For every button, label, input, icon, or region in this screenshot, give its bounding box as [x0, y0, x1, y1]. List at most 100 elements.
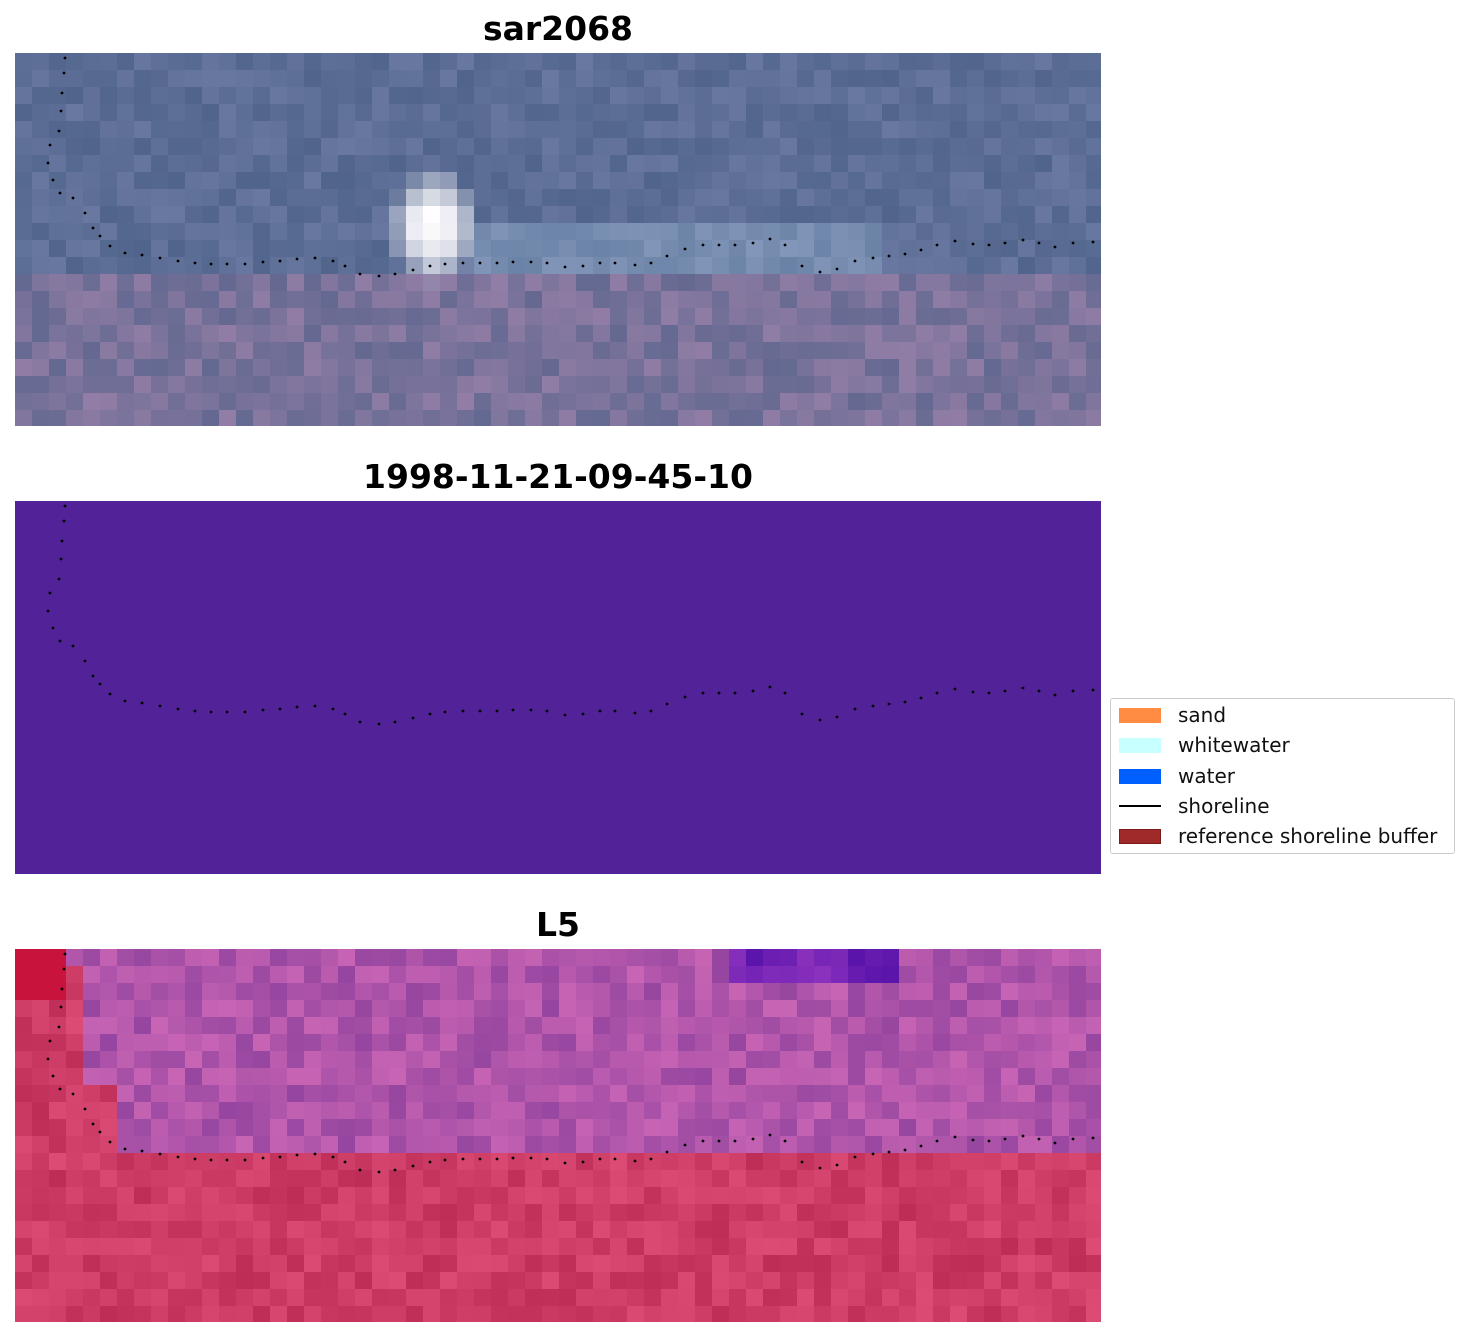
shoreline-dot: [649, 1157, 653, 1161]
shoreline-dot: [903, 252, 907, 256]
shoreline-dot: [1021, 238, 1025, 242]
shoreline-dot: [443, 262, 447, 266]
shoreline-dot: [887, 702, 891, 706]
shoreline-dot: [91, 226, 95, 230]
shoreline-dot: [83, 659, 87, 663]
shoreline-dot: [58, 1087, 62, 1091]
shoreline-dot: [529, 260, 533, 264]
shoreline-dot: [835, 1163, 839, 1167]
shoreline-dot: [1053, 245, 1057, 249]
shoreline-dot: [613, 261, 617, 265]
shoreline-dot: [158, 256, 162, 260]
shoreline-dot: [91, 674, 95, 678]
shoreline-dot: [701, 691, 705, 695]
legend-item-water: water: [1119, 764, 1235, 788]
legend-item-sand: sand: [1119, 703, 1227, 727]
shoreline-dot: [717, 1139, 721, 1143]
shoreline-dot: [71, 196, 75, 200]
panel-title-2: 1998-11-21-09-45-10: [363, 457, 753, 496]
shoreline-dot: [683, 247, 687, 251]
shoreline-dot: [478, 709, 482, 713]
shoreline-dot: [987, 691, 991, 695]
shoreline-dot: [733, 691, 737, 695]
shoreline-dot: [649, 261, 653, 265]
shoreline-dot: [60, 987, 64, 991]
shoreline-dot: [443, 1158, 447, 1162]
shoreline-dot: [62, 71, 66, 75]
shoreline-dot: [871, 256, 875, 260]
shoreline-dot: [57, 129, 61, 133]
shoreline-dot: [176, 707, 180, 711]
shoreline-dot: [701, 243, 705, 247]
legend-label: sand: [1178, 703, 1227, 727]
shoreline-dot: [295, 257, 299, 261]
shoreline-dot: [633, 1159, 637, 1163]
shoreline-dot: [919, 1144, 923, 1148]
shoreline-dot: [62, 519, 66, 523]
shoreline-dot: [800, 264, 804, 268]
shoreline-dot: [225, 710, 229, 714]
shoreline-dot: [751, 241, 755, 245]
shoreline-dot: [581, 264, 585, 268]
shoreline-dot: [278, 1155, 282, 1159]
shoreline-dot: [987, 243, 991, 247]
shoreline-dot: [59, 1005, 63, 1009]
shoreline-dot: [225, 262, 229, 266]
shoreline-dot: [1003, 1137, 1007, 1141]
shoreline-dot: [393, 272, 397, 276]
shoreline-dot: [176, 1155, 180, 1159]
index-image: [15, 949, 1101, 1322]
shoreline-dot: [261, 260, 265, 264]
shoreline-dot: [158, 1152, 162, 1156]
shoreline-dot: [1053, 693, 1057, 697]
shoreline-line-icon: [1119, 805, 1161, 807]
shoreline-dot: [511, 260, 515, 264]
shoreline-dot: [140, 701, 144, 705]
shoreline-dot: [613, 1157, 617, 1161]
shoreline-dot: [768, 685, 772, 689]
shoreline-dot: [649, 709, 653, 713]
shoreline-dot: [176, 259, 180, 263]
shoreline-dot: [358, 1168, 362, 1172]
legend-item-reference-buffer: reference shoreline buffer: [1119, 824, 1437, 848]
shoreline-dot: [46, 161, 50, 165]
shoreline-dot: [209, 710, 213, 714]
shoreline-dot: [733, 1139, 737, 1143]
shoreline-dot: [633, 263, 637, 267]
shoreline-dot: [428, 1160, 432, 1164]
shoreline-dot: [209, 1158, 213, 1162]
shoreline-dot: [59, 557, 63, 561]
shoreline-dot: [48, 143, 52, 147]
shoreline-dot: [98, 682, 102, 686]
shoreline-dot: [853, 259, 857, 263]
shoreline-dot: [331, 259, 335, 263]
reference-buffer-swatch-icon: [1119, 828, 1161, 844]
shoreline-dot: [313, 256, 317, 260]
shoreline-dot: [818, 718, 822, 722]
shoreline-dot: [46, 609, 50, 613]
shoreline-dot: [243, 262, 247, 266]
shoreline-dot: [529, 708, 533, 712]
shoreline-dot: [953, 687, 957, 691]
shoreline-dot: [343, 1160, 347, 1164]
shoreline-dot: [261, 708, 265, 712]
classified-image: [15, 501, 1101, 874]
shoreline-dot: [835, 715, 839, 719]
shoreline-dot: [953, 239, 957, 243]
shoreline-dot: [108, 1140, 112, 1144]
shoreline-dot: [478, 1157, 482, 1161]
shoreline-dot: [62, 967, 66, 971]
shoreline-dot: [598, 261, 602, 265]
shoreline-dot: [46, 1057, 50, 1061]
shoreline-dot: [98, 1130, 102, 1134]
shoreline-dot: [243, 1158, 247, 1162]
legend: sand whitewater water shoreline referenc…: [1110, 698, 1455, 854]
shoreline-dot: [478, 261, 482, 265]
shoreline-dot: [343, 264, 347, 268]
shoreline-dot: [1071, 689, 1075, 693]
shoreline-dot: [971, 690, 975, 694]
shoreline-dot: [193, 261, 197, 265]
shoreline-dot: [393, 720, 397, 724]
shoreline-dot: [751, 1137, 755, 1141]
shoreline-dot: [83, 211, 87, 215]
